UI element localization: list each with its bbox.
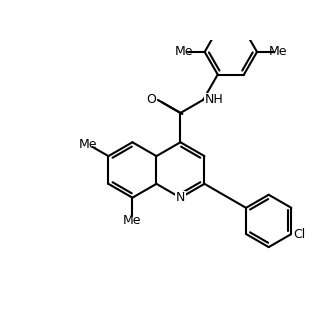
Text: Me: Me [269,45,287,58]
Text: O: O [146,93,156,106]
Text: Cl: Cl [293,227,305,240]
Text: Me: Me [123,214,142,227]
Text: N: N [176,191,185,204]
Text: Me: Me [175,45,193,58]
Text: NH: NH [205,93,223,106]
Text: Me: Me [79,138,98,151]
